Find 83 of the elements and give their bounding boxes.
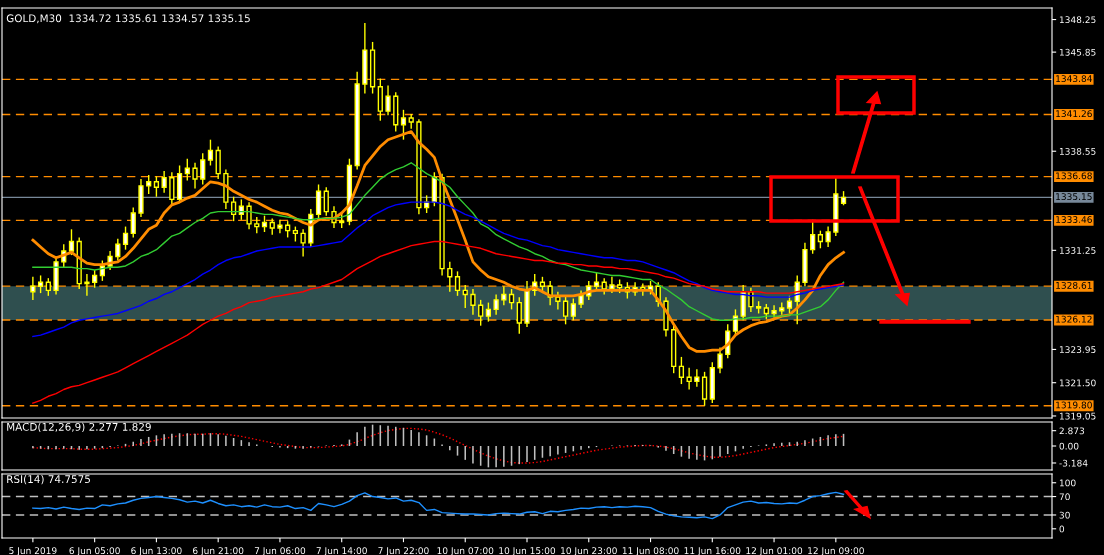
y-tick-label: 70 — [1059, 493, 1070, 501]
ref-line-label: 1335.15 — [1056, 193, 1092, 201]
x-tick-label: 11 Jun 08:00 — [622, 547, 679, 555]
candlestick — [508, 288, 515, 311]
candlestick — [315, 183, 322, 220]
y-tick-label: 1331.25 — [1059, 247, 1096, 254]
candlestick — [748, 286, 754, 313]
candlestick — [153, 175, 160, 198]
x-tick-label: 6 Jun 13:00 — [131, 547, 182, 555]
y-tick-label: 1345.85 — [1059, 48, 1096, 56]
candlestick — [192, 162, 198, 190]
line-series — [32, 201, 845, 338]
candlestick — [694, 368, 700, 388]
candlestick — [485, 301, 492, 323]
x-tick-label: 6 Jun 21:00 — [193, 547, 244, 555]
y-tick-label: 1338.55 — [1059, 147, 1096, 155]
y-tick-label: 100 — [1059, 479, 1076, 487]
candlestick — [570, 297, 576, 321]
candlestick — [200, 152, 206, 186]
chart-title: MACD(12,26,9) 2.277 1.829 — [7, 422, 151, 433]
candlestick — [207, 138, 214, 167]
candlestick — [277, 219, 283, 235]
candlestick — [84, 273, 90, 297]
candlestick — [454, 270, 461, 297]
candlestick — [478, 299, 484, 327]
candlestick — [825, 225, 831, 248]
ref-line-label: 1341.26 — [1056, 110, 1092, 118]
x-tick-label: 10 Jun 07:00 — [437, 547, 494, 555]
candlestick — [122, 225, 129, 251]
x-tick-label: 11 Jun 16:00 — [684, 547, 741, 555]
candlestick — [300, 228, 306, 258]
x-tick-label: 12 Jun 01:00 — [746, 547, 803, 555]
x-tick-label: 7 Jun 06:00 — [254, 547, 306, 555]
candlestick — [686, 367, 692, 391]
candlestick — [230, 196, 237, 222]
x-tick-label: 10 Jun 23:00 — [561, 547, 617, 555]
candlestick — [562, 295, 569, 326]
x-tick-label: 7 Jun 22:00 — [378, 547, 429, 555]
candlestick — [462, 284, 468, 309]
candlestick — [385, 84, 391, 116]
y-tick-label: 1319.05 — [1059, 412, 1096, 420]
chart-title: RSI(14) 74.7575 — [7, 474, 90, 485]
y-tick-label: 2.873 — [1059, 427, 1085, 435]
ref-line-label: 1336.68 — [1056, 172, 1092, 180]
candlestick — [447, 261, 453, 293]
x-tick-label: 6 Jun 05:00 — [69, 547, 120, 555]
candlestick — [493, 293, 499, 316]
candlestick — [732, 308, 739, 336]
x-tick-label: 10 Jun 15:00 — [499, 547, 556, 555]
y-tick-label: 30 — [1059, 511, 1070, 519]
candlestick — [169, 171, 175, 206]
x-tick-label: 5 Jun 2019 — [9, 547, 57, 555]
ref-line-label: 1326.12 — [1056, 315, 1092, 323]
candlestick — [323, 186, 329, 217]
candlestick — [516, 296, 522, 335]
ref-line-label: 1333.46 — [1056, 216, 1092, 223]
line-series — [32, 240, 845, 404]
candlestick — [215, 145, 221, 180]
candlestick — [30, 276, 36, 301]
candlestick — [470, 288, 476, 316]
ref-line-label: 1319.80 — [1056, 401, 1092, 409]
y-tick-label: 1321.50 — [1059, 379, 1096, 387]
candlestick — [246, 201, 252, 230]
candlestick — [701, 371, 708, 407]
candlestick — [115, 238, 121, 262]
y-tick-label: 0.00 — [1059, 442, 1079, 450]
candlestick — [678, 356, 685, 385]
candlestick — [501, 285, 507, 307]
candlestick — [146, 174, 152, 195]
ref-line-label: 1343.84 — [1056, 75, 1092, 83]
y-tick-label: -3.184 — [1059, 459, 1088, 467]
candlestick — [161, 170, 167, 194]
text: GOLD,M30 1334.72 1335.61 1334.57 1335.15 — [6, 14, 250, 24]
candlestick — [130, 206, 136, 239]
x-tick-label: 7 Jun 14:00 — [316, 547, 367, 555]
candlestick — [68, 228, 75, 256]
x-tick-label: 12 Jun 09:00 — [808, 547, 864, 555]
ref-line-label: 1328.61 — [1056, 281, 1092, 289]
y-tick-label: 0 — [1059, 525, 1065, 533]
candlestick — [717, 346, 723, 374]
y-tick-label: 1348.25 — [1059, 16, 1096, 24]
candlestick — [400, 109, 407, 141]
y-tick-label: 1323.95 — [1059, 346, 1096, 353]
